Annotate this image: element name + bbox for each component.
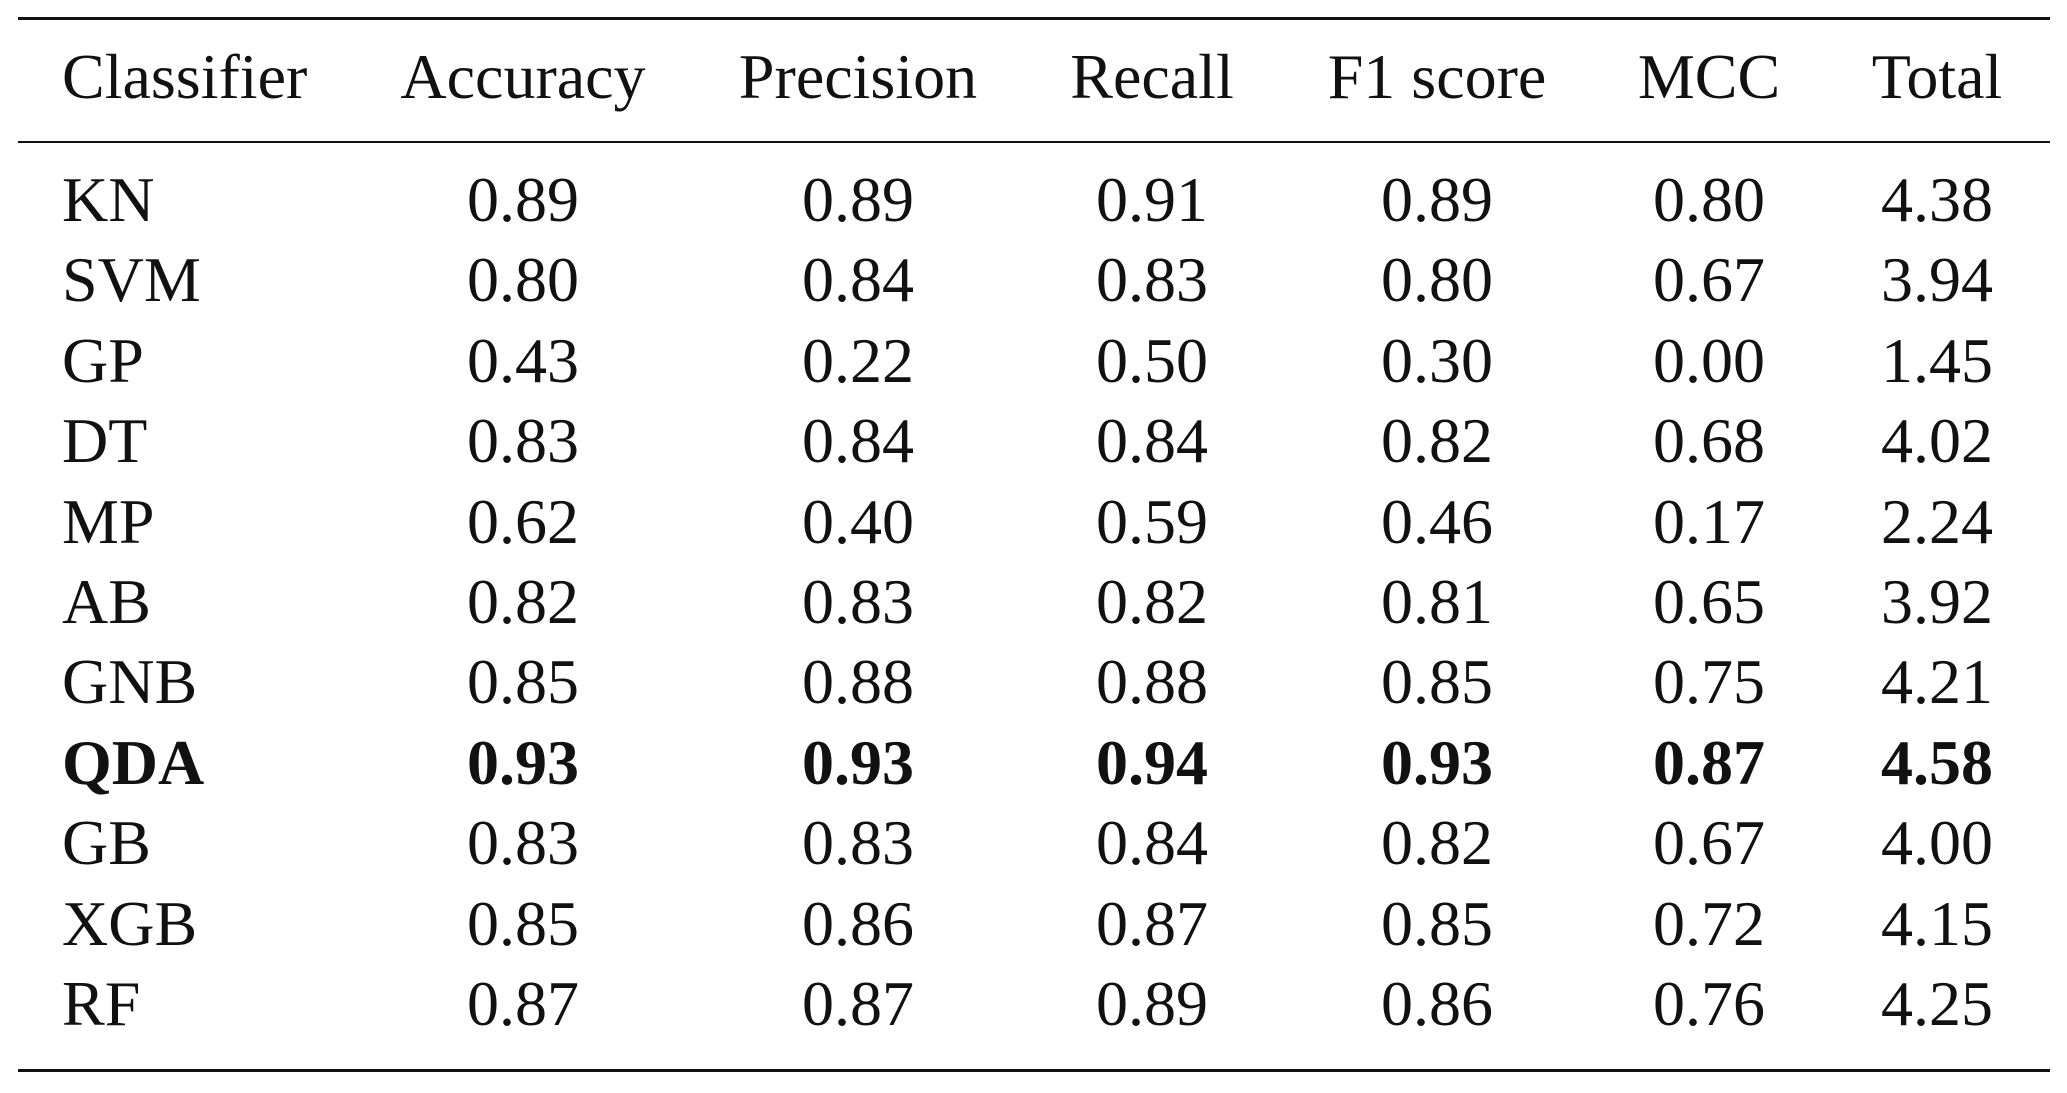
classifier-name: GP [62,324,144,396]
metric-value: 0.93 [1381,726,1493,798]
metric-value: 0.87 [1096,887,1208,959]
classifier-name: GB [62,807,151,879]
metric-value: 0.43 [467,324,579,396]
metric-value: 0.50 [1096,324,1208,396]
header-cell: MCC [1637,41,1781,112]
metric-value: 0.93 [467,726,579,798]
metric-value: 0.83 [802,566,914,637]
metric-value: 0.82 [1381,807,1493,879]
classifier-name: MP [62,485,155,557]
metric-value: 0.89 [1096,968,1208,1039]
metric-value: 0.85 [467,887,579,959]
metric-value: 0.84 [802,405,914,477]
metric-value: 0.88 [802,646,914,718]
top-rule [18,17,2050,20]
header-cell: Total [1871,41,2003,112]
metric-value: 0.46 [1381,485,1493,557]
metric-value: 0.86 [802,887,914,959]
metric-value: 4.02 [1881,405,1993,477]
classifier-name: KN [62,164,155,235]
metric-value: 0.83 [467,807,579,879]
metric-value: 4.25 [1881,968,1993,1039]
metric-value: 0.62 [467,485,579,557]
metric-value: 0.67 [1653,807,1765,879]
metric-value: 0.30 [1381,324,1493,396]
metric-value: 4.21 [1881,646,1993,718]
metric-value: 0.89 [1381,164,1493,235]
metric-value: 0.75 [1653,646,1765,718]
header-cell: Recall [1070,41,1234,112]
classifier-name: SVM [62,244,201,316]
classifier-name: RF [62,968,141,1039]
header-rule [18,141,2050,143]
metric-value: 0.40 [802,485,914,557]
classifier-name: QDA [62,726,205,798]
metric-value: 4.15 [1881,887,1993,959]
metric-value: 0.83 [467,405,579,477]
metric-value: 0.88 [1096,646,1208,718]
metric-value: 0.83 [802,807,914,879]
metric-value: 0.68 [1653,405,1765,477]
metric-value: 0.81 [1381,566,1493,637]
metric-value: 0.93 [802,726,914,798]
metric-value: 0.67 [1653,244,1765,316]
metric-value: 0.80 [467,244,579,316]
header-cell: Precision [738,41,978,112]
metric-value: 0.86 [1381,968,1493,1039]
bottom-rule [18,1069,2050,1072]
metric-value: 0.82 [467,566,579,637]
classifier-name: AB [62,566,151,637]
metric-value: 0.85 [1381,646,1493,718]
metric-value: 0.87 [467,968,579,1039]
metric-value: 0.83 [1096,244,1208,316]
metric-value: 4.00 [1881,807,1993,879]
metric-value: 3.94 [1881,244,1993,316]
metric-value: 0.82 [1381,405,1493,477]
classifier-name: GNB [62,646,198,718]
metric-value: 4.38 [1881,164,1993,235]
classifier-name: XGB [62,887,198,959]
header-cell: F1 score [1327,41,1547,112]
metric-value: 0.76 [1653,968,1765,1039]
metric-value: 0.17 [1653,485,1765,557]
metric-value: 2.24 [1881,485,1993,557]
metric-value: 1.45 [1881,324,1993,396]
metric-value: 0.89 [802,164,914,235]
metric-value: 0.80 [1381,244,1493,316]
metric-value: 3.92 [1881,566,1993,637]
metric-value: 0.85 [1381,887,1493,959]
metric-value: 0.91 [1096,164,1208,235]
header-cell: Classifier [62,41,308,112]
metric-value: 0.00 [1653,324,1765,396]
metric-value: 0.89 [467,164,579,235]
metric-value: 0.82 [1096,566,1208,637]
metric-value: 0.85 [467,646,579,718]
metric-value: 4.58 [1881,726,1993,798]
metric-value: 0.65 [1653,566,1765,637]
metric-value: 0.94 [1096,726,1208,798]
metric-value: 0.80 [1653,164,1765,235]
metric-value: 0.72 [1653,887,1765,959]
metric-value: 0.84 [1096,405,1208,477]
metric-value: 0.59 [1096,485,1208,557]
metric-value: 0.22 [802,324,914,396]
metric-value: 0.87 [1653,726,1765,798]
header-cell: Accuracy [400,41,646,112]
metric-value: 0.84 [802,244,914,316]
metric-value: 0.84 [1096,807,1208,879]
classifier-name: DT [62,405,148,477]
metric-value: 0.87 [802,968,914,1039]
